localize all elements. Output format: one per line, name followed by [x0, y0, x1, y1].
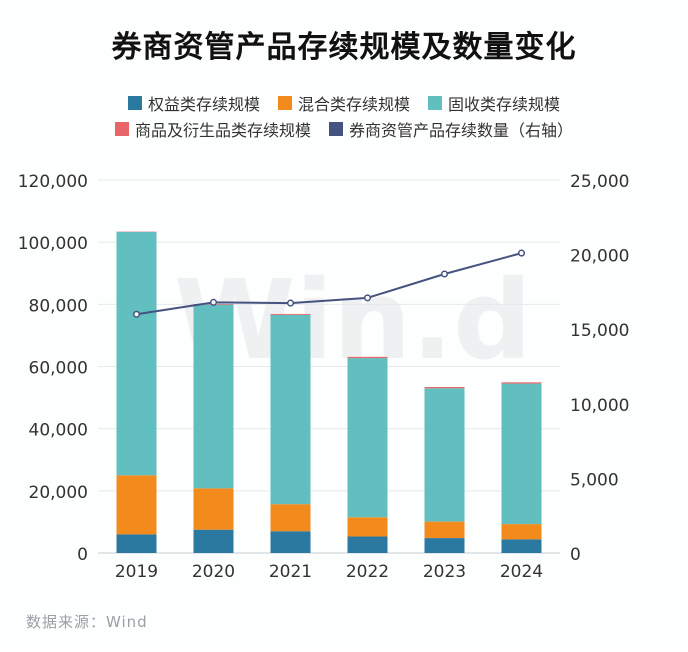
y-left-tick-label: 40,000: [29, 421, 88, 441]
y-left-tick-label: 0: [77, 545, 88, 565]
bar-segment-mixed: [425, 522, 465, 538]
line-point: [134, 311, 140, 317]
x-tick-label: 2024: [500, 562, 543, 582]
line-point: [211, 300, 217, 306]
bar-segment-mixed: [271, 504, 311, 531]
x-tick-label: 2021: [269, 562, 312, 582]
bar-segment-fixed-income: [348, 358, 388, 517]
bar-segment-commodity: [502, 382, 542, 383]
bar-segment-mixed: [502, 524, 542, 539]
y-left-tick-label: 80,000: [29, 296, 88, 316]
bar-segment-equity: [194, 530, 234, 553]
y-right-tick-label: 15,000: [570, 321, 629, 341]
bar-segment-commodity: [348, 357, 388, 358]
y-right-tick-label: 25,000: [570, 172, 629, 192]
y-right-tick-label: 0: [570, 545, 581, 565]
bar-segment-fixed-income: [425, 388, 465, 521]
bar-segment-fixed-income: [117, 232, 157, 475]
bar-segment-equity: [348, 537, 388, 553]
bar-segment-equity: [425, 538, 465, 553]
bar-segment-equity: [117, 534, 157, 553]
bar-segment-mixed: [117, 475, 157, 534]
bar-segment-commodity: [271, 314, 311, 315]
y-left-tick-label: 60,000: [29, 359, 88, 379]
y-left-tick-label: 100,000: [18, 234, 88, 254]
line-point: [519, 250, 525, 256]
bar-segment-equity: [271, 531, 311, 553]
line-point: [288, 300, 294, 306]
bar-segment-equity: [502, 539, 542, 553]
y-left-tick-label: 120,000: [18, 172, 88, 192]
y-right-tick-label: 20,000: [570, 247, 629, 267]
line-point: [442, 271, 448, 277]
y-left-tick-label: 20,000: [29, 483, 88, 503]
data-source: 数据来源：Wind: [26, 611, 148, 632]
bar-segment-commodity: [425, 387, 465, 388]
y-right-tick-label: 10,000: [570, 396, 629, 416]
y-right-tick-label: 5,000: [570, 470, 619, 490]
x-tick-label: 2023: [423, 562, 466, 582]
bar-segment-mixed: [348, 517, 388, 536]
x-tick-label: 2019: [115, 562, 158, 582]
bar-segment-fixed-income: [271, 315, 311, 504]
bar-segment-mixed: [194, 488, 234, 529]
bar-segment-fixed-income: [502, 384, 542, 524]
x-tick-label: 2020: [192, 562, 235, 582]
line-point: [365, 295, 371, 301]
x-tick-label: 2022: [346, 562, 389, 582]
bar-segment-fixed-income: [194, 305, 234, 489]
